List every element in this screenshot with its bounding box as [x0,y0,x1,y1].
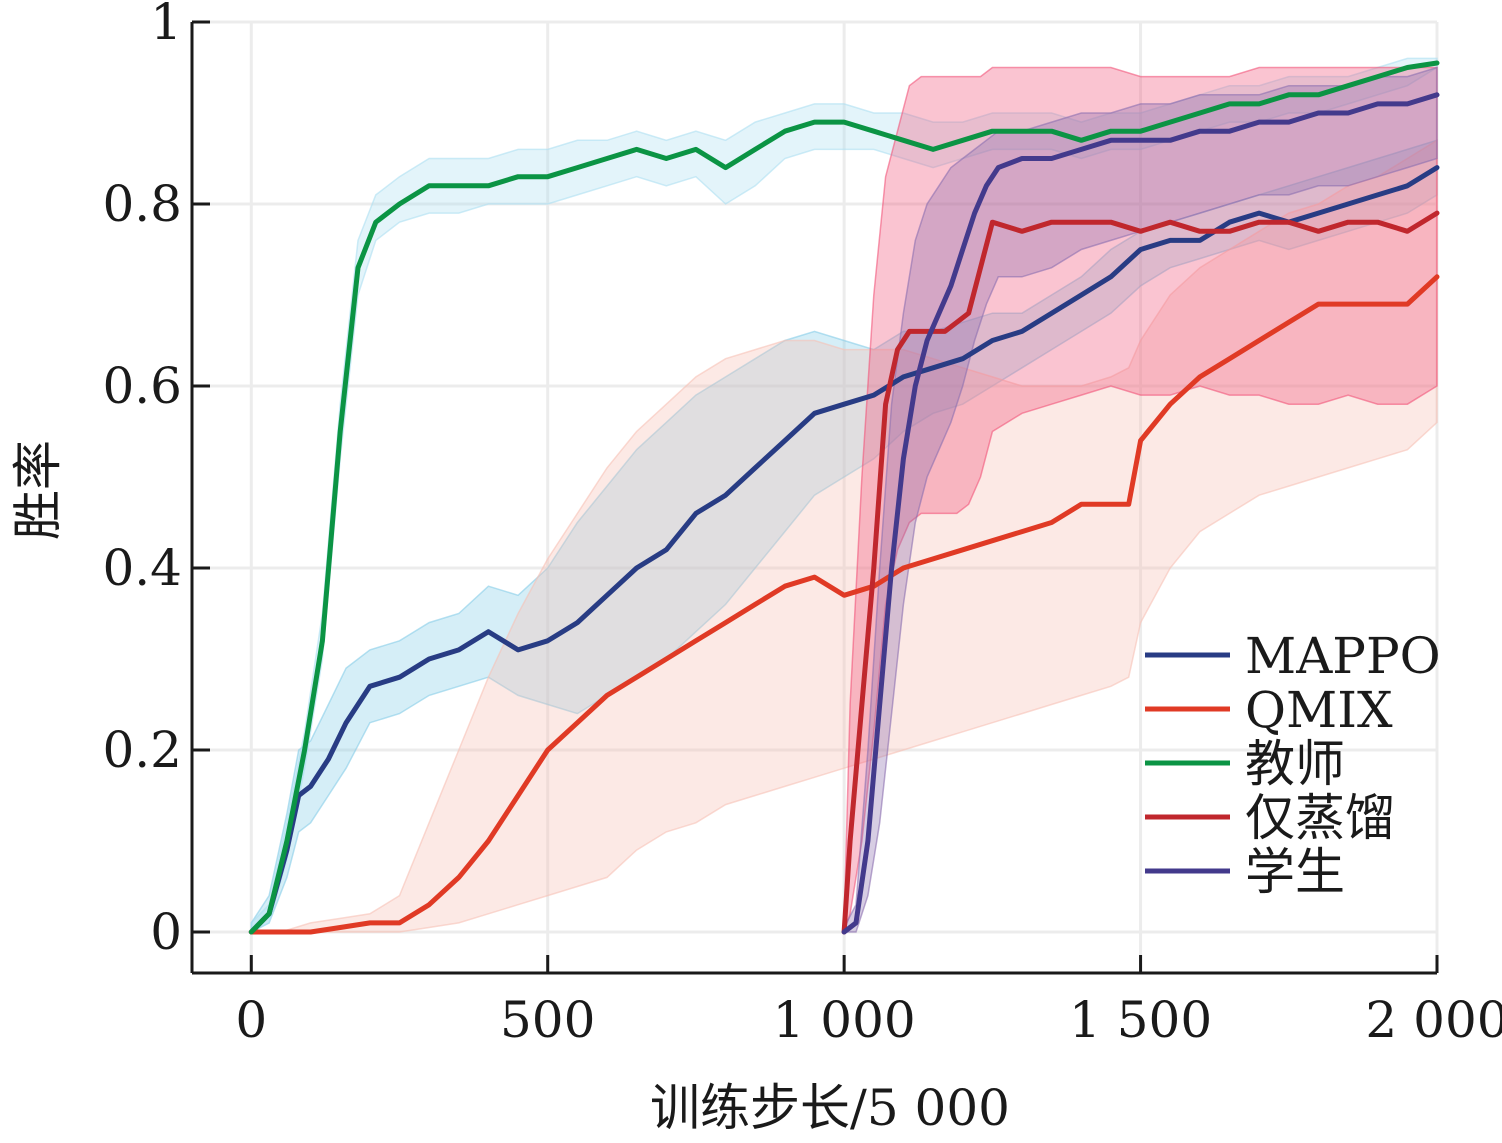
line-series-3 [841,210,1440,935]
legend-label-3: 仅蒸馏 [1245,789,1395,847]
line-series-0 [248,165,1440,935]
x-tick-labels: 0 500 1 000 1 500 2 000 [235,991,1502,1049]
x-tick-label-3: 1 500 [1069,991,1212,1049]
x-tick-label-4: 2 000 [1365,991,1502,1049]
x-tick-label-1: 500 [500,991,595,1049]
line-series-1 [248,274,1440,935]
y-tick-label-2: 0.4 [102,539,182,597]
y-tick-label-4: 0.8 [102,175,182,233]
y-tick-labels: 0 0.2 0.4 0.6 0.8 1 [102,0,182,961]
x-axis-title: 训练步长/5 000 [650,1079,1010,1137]
x-tick-label-0: 0 [235,991,267,1049]
legend-label-4: 学生 [1245,843,1345,901]
legend-label-0: MAPPO [1245,627,1441,685]
y-tick-label-1: 0.2 [102,721,182,779]
y-tick-label-5: 1 [150,0,182,51]
band-series-3 [843,66,1438,933]
y-axis-title: 胜率 [9,440,67,540]
y-tick-label-3: 0.6 [102,357,182,415]
band-series-4 [843,66,1438,933]
legend-label-1: QMIX [1245,681,1393,739]
series-lines [248,60,1440,935]
confidence-bands [250,57,1438,934]
y-tick-label-0: 0 [150,903,182,961]
x-tick-label-2: 1 000 [773,991,916,1049]
axes [190,20,1439,975]
legend-label-2: 教师 [1245,735,1345,793]
line-series-4 [841,92,1440,935]
line-series-2 [248,60,1440,935]
